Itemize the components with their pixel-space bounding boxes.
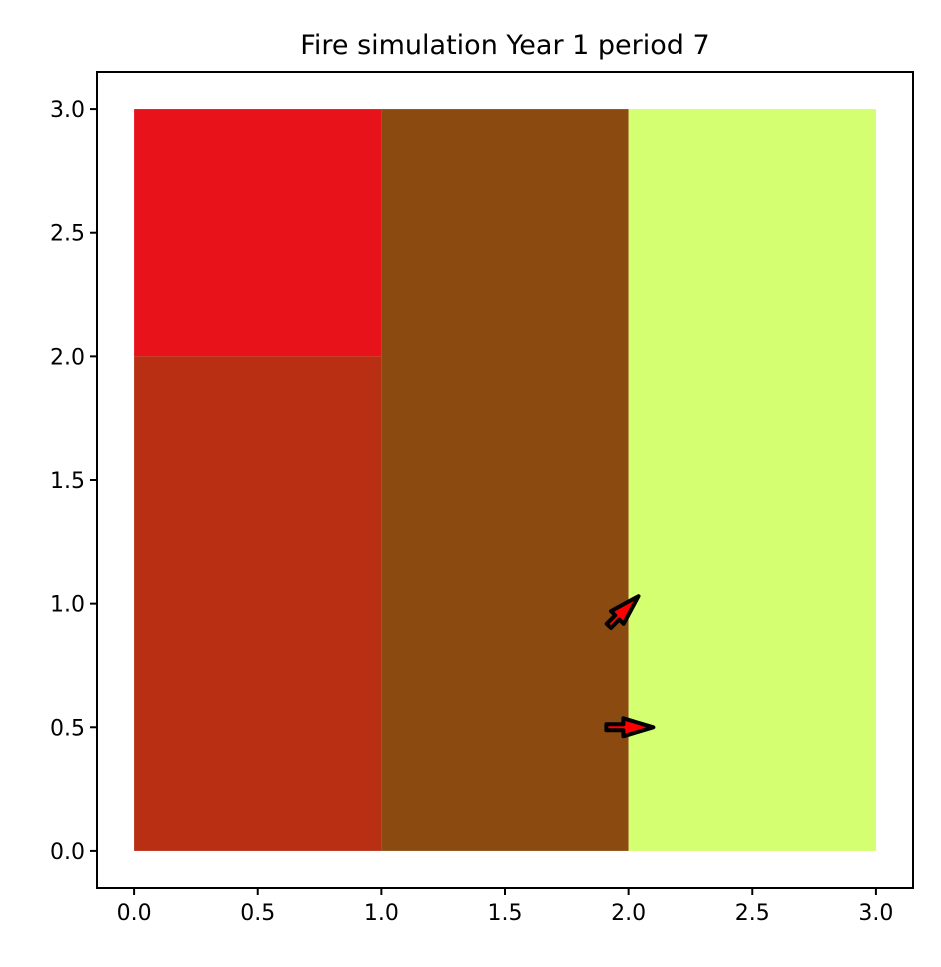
heatmap-cells <box>134 109 876 851</box>
y-tick-label: 1.5 <box>50 469 85 494</box>
grid-cell-2 <box>381 109 629 851</box>
x-tick-label: 1.0 <box>364 901 399 926</box>
y-tick-label: 0.5 <box>50 716 85 741</box>
y-tick-label: 3.0 <box>50 98 85 123</box>
x-tick-label: 2.0 <box>611 901 646 926</box>
x-tick-label: 3.0 <box>858 901 893 926</box>
y-tick-label: 0.0 <box>50 840 85 865</box>
grid-cell-1 <box>134 356 382 851</box>
spread-arrow-0 <box>604 594 641 630</box>
grid-cell-3 <box>628 109 876 851</box>
y-tick-label: 1.0 <box>50 593 85 618</box>
x-tick-label: 0.0 <box>117 901 152 926</box>
y-tick-label: 2.0 <box>50 345 85 370</box>
spread-arrow-1 <box>604 716 656 739</box>
spread-arrows <box>604 594 656 739</box>
x-axis: 0.0 0.5 1.0 1.5 2.0 2.5 3.0 <box>117 888 893 926</box>
x-tick-label: 0.5 <box>240 901 275 926</box>
chart-title: Fire simulation Year 1 period 7 <box>300 30 709 61</box>
x-tick-label: 2.5 <box>735 901 770 926</box>
y-tick-label: 2.5 <box>50 222 85 247</box>
grid-cell-0 <box>134 109 382 357</box>
x-tick-label: 1.5 <box>488 901 523 926</box>
y-axis: 0.0 0.5 1.0 1.5 2.0 2.5 3.0 <box>50 98 97 865</box>
